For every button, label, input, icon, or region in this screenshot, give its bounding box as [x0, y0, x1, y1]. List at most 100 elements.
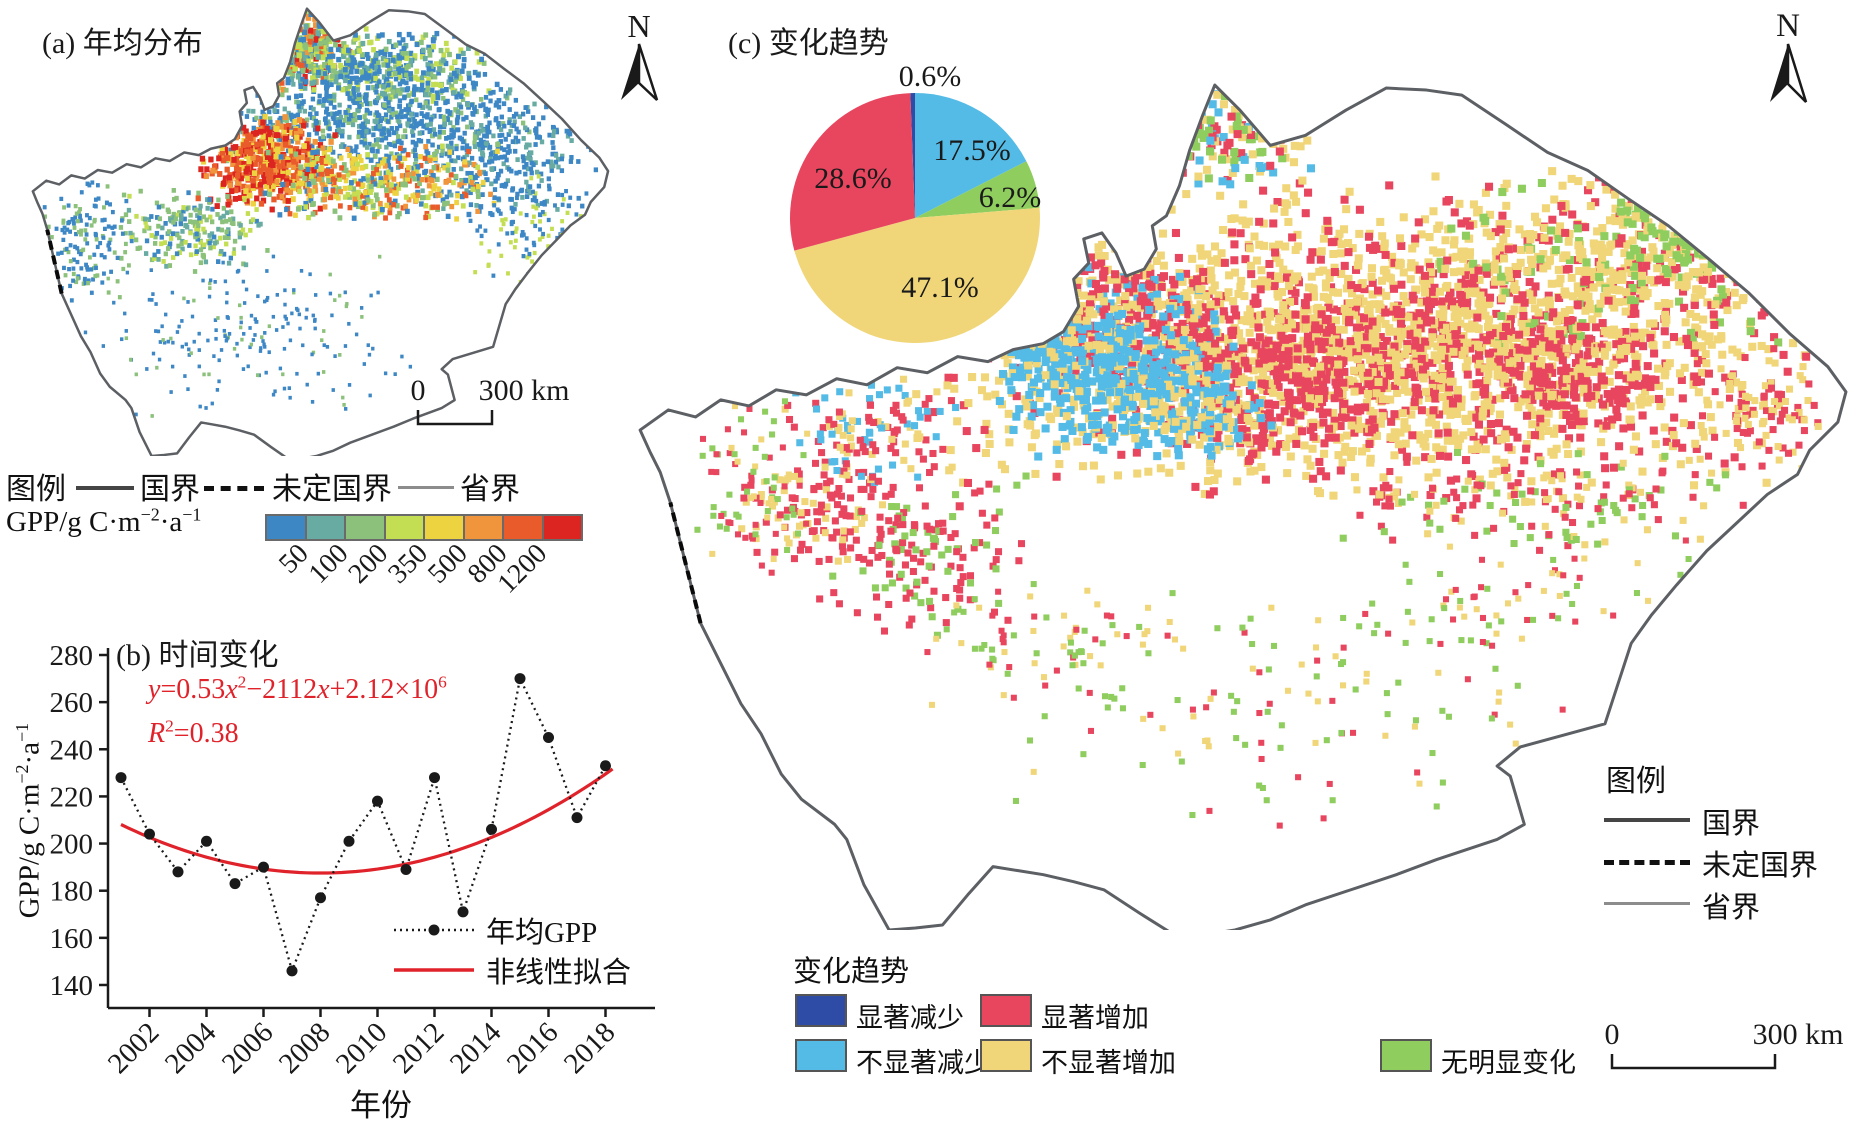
y-tick-label: 280 — [50, 640, 94, 672]
legend-gpp-label: 年均GPP — [486, 917, 598, 949]
sig-decrease-swatch — [795, 994, 847, 1027]
pie-slice — [794, 207, 1040, 343]
scalebar-zero: 0 — [411, 374, 426, 407]
sig-increase-label: 显著增加 — [1041, 1003, 1149, 1033]
national-border-label: 国界 — [140, 473, 200, 506]
panel-b-title: (b) 时间变化 — [116, 639, 279, 672]
data-point — [429, 772, 440, 784]
north-label: N — [1776, 8, 1800, 44]
insig-increase-label: 不显著增加 — [1041, 1048, 1176, 1078]
scalebar-zero: 0 — [1605, 1018, 1620, 1051]
pie-label: 28.6% — [814, 162, 892, 195]
north-arrow-left-half — [621, 44, 639, 100]
province-border-label: 省界 — [1702, 892, 1761, 924]
sig-increase-swatch — [980, 994, 1032, 1027]
x-tick-label: 2010 — [330, 1016, 394, 1080]
data-point — [486, 823, 497, 835]
panel-a-title: (a) 年均分布 — [42, 27, 203, 60]
legend-item-fit: 非线性拟合 — [392, 952, 631, 989]
data-point — [286, 965, 298, 977]
pie-slice — [915, 93, 1027, 218]
x-tick-label: 2006 — [216, 1016, 280, 1080]
pie-label: 6.2% — [979, 181, 1042, 214]
dotted-series-sample-icon — [394, 924, 474, 936]
colorbar-cell — [543, 516, 581, 539]
undefined-border-line-icon — [204, 486, 264, 491]
no-change-label: 无明显变化 — [1441, 1048, 1576, 1078]
insig-increase-swatch — [980, 1039, 1032, 1072]
raster-pixels — [37, 8, 603, 418]
sig-decrease-label: 显著减少 — [856, 1003, 964, 1033]
insig-decrease-label: 不显著减少 — [856, 1048, 991, 1078]
x-tick-label: 2014 — [444, 1016, 508, 1080]
fit-equation: y=0.53x2−2112x+2.12×106 — [148, 672, 447, 705]
scalebar: 0 300 km — [1605, 1018, 1844, 1070]
data-point — [201, 835, 212, 847]
data-point — [115, 772, 127, 784]
y-tick-label: 220 — [50, 781, 94, 813]
gpp-colorbar — [265, 514, 583, 541]
undefined-border-line-icon — [1604, 860, 1690, 865]
map-boundary-outline — [33, 9, 608, 456]
national-border-label: 国界 — [1702, 808, 1761, 840]
undefined-border-label: 未定国界 — [272, 473, 392, 506]
y-tick-label: 240 — [50, 734, 94, 766]
panel-c-boundary-legend: 图例 国界 未定国界 省界 — [1600, 756, 1850, 936]
panel-b-legend: 年均GPP 非线性拟合 — [392, 912, 631, 989]
national-border-line-icon — [76, 486, 134, 490]
data-point — [343, 835, 355, 847]
insig-decrease-swatch — [795, 1039, 847, 1072]
x-tick-label: 2016 — [501, 1016, 565, 1080]
trend-map — [630, 80, 1850, 930]
colorbar-cell — [385, 516, 425, 539]
scalebar-bracket — [1610, 1054, 1777, 1070]
x-tick-label: 2012 — [387, 1016, 451, 1080]
pie-slice — [915, 161, 1040, 218]
scalebar: 0 300 km — [411, 374, 570, 426]
gpp-series-line — [119, 674, 607, 975]
data-point — [457, 906, 469, 918]
colorbar-cell — [425, 516, 465, 539]
legend-header: 图例 — [6, 473, 66, 506]
panel-c-title: (c) 变化趋势 — [728, 27, 889, 60]
x-axis-label: 年份 — [350, 1088, 412, 1123]
pie-label: 0.6% — [899, 60, 962, 93]
y-tick-label: 260 — [50, 687, 94, 719]
scalebar-distance: 300 km — [1753, 1018, 1844, 1051]
y-tick-label: 160 — [50, 923, 94, 955]
pie-slice — [790, 93, 915, 251]
x-tick-label: 2002 — [102, 1016, 166, 1080]
north-arrow-right-half — [1786, 43, 1808, 103]
y-tick-label: 200 — [50, 829, 94, 861]
fit-line-sample-icon — [394, 968, 474, 972]
scalebar-distance: 300 km — [479, 374, 570, 407]
north-arrow-icon: N — [1770, 8, 1808, 103]
pie-label: 17.5% — [933, 134, 1011, 167]
data-point — [514, 673, 526, 685]
data-point — [400, 863, 412, 875]
legend-item-gpp: 年均GPP — [392, 912, 631, 949]
no-change-swatch — [1380, 1039, 1432, 1072]
trend-legend: 变化趋势 显著减少 显著增加 不显著减少 不显著增加 无明显变化 — [690, 948, 1700, 1088]
data-point — [372, 795, 383, 807]
fit-curve — [120, 767, 614, 875]
trend-legend-header: 变化趋势 — [793, 956, 910, 988]
data-point — [258, 861, 269, 873]
y-tick-label: 140 — [50, 970, 94, 1002]
north-arrow-right-half — [637, 43, 659, 101]
north-arrow-left-half — [1770, 44, 1788, 102]
fit-r-squared: R2=0.38 — [148, 716, 239, 749]
x-tick-label: 2018 — [558, 1016, 622, 1080]
colorbar-cell — [464, 516, 504, 539]
trend-pie-chart: 0.6% 17.5% 6.2% 47.1% 28.6% — [790, 60, 1042, 343]
colorbar-cell — [306, 516, 346, 539]
map-boundary-outline — [640, 85, 1846, 930]
x-tick-label: 2008 — [273, 1016, 337, 1080]
pie-slice — [910, 93, 915, 218]
gpp-distribution-map — [28, 6, 610, 456]
north-arrow-icon: N — [621, 10, 659, 101]
colorbar-cell — [267, 516, 307, 539]
data-point — [571, 812, 583, 824]
data-point — [144, 828, 155, 840]
